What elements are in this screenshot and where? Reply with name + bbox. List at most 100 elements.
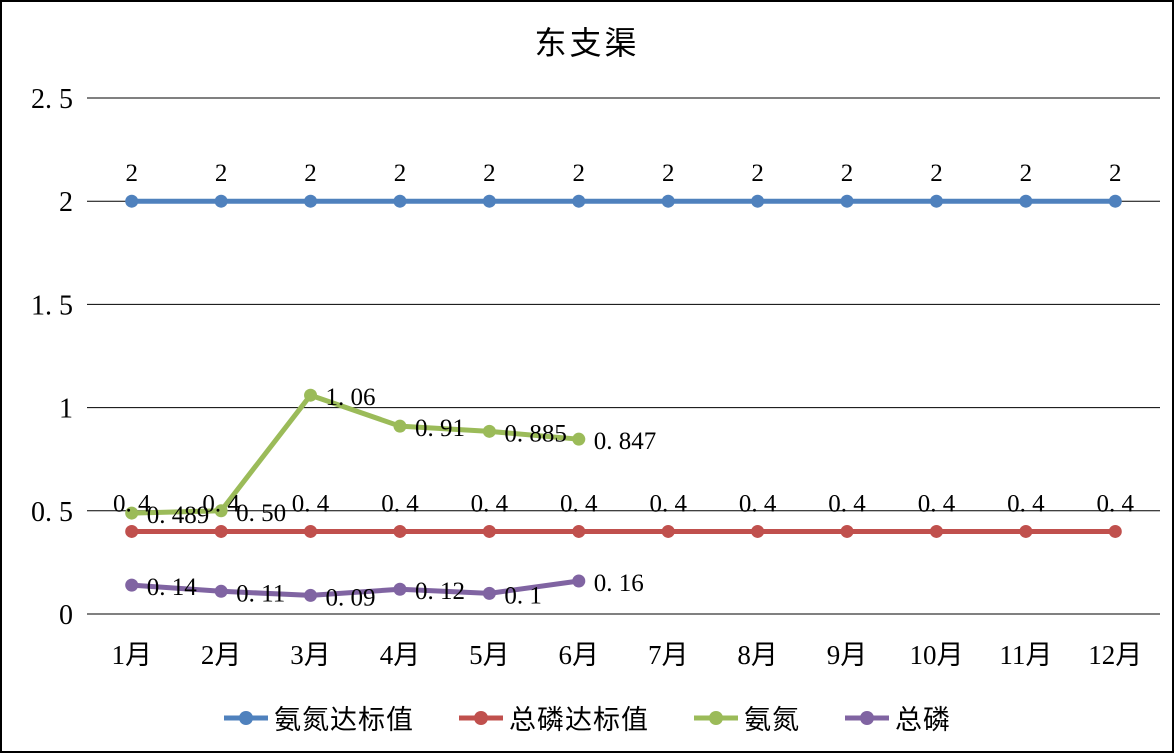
data-point-marker <box>572 194 586 208</box>
legend-dot <box>860 710 874 725</box>
data-point-marker <box>929 524 943 538</box>
data-label: 2 <box>930 160 943 187</box>
data-label: 2 <box>125 160 138 187</box>
data-label: 0. 4 <box>471 490 509 517</box>
x-axis-category-label: 3月 <box>290 640 331 670</box>
data-point-marker <box>304 194 318 208</box>
data-point-marker <box>214 504 228 518</box>
legend-item-2: 总磷达标值 <box>458 698 649 737</box>
data-point-marker <box>661 524 675 538</box>
data-point-marker <box>214 584 228 598</box>
y-axis-tick-label: 2. 5 <box>31 84 73 115</box>
data-point-marker <box>482 194 496 208</box>
data-label: 0. 847 <box>594 428 657 455</box>
data-label: 0. 11 <box>236 580 285 607</box>
series-line-3 <box>129 392 582 516</box>
data-label: 0. 91 <box>415 415 465 442</box>
x-axis-category-label: 8月 <box>737 640 778 670</box>
legend-label: 氨氮 <box>744 705 800 735</box>
data-label: 2 <box>304 160 317 187</box>
data-point-marker <box>304 524 318 538</box>
legend-dot <box>239 710 253 725</box>
data-point-marker <box>572 432 586 446</box>
data-label: 0. 4 <box>1097 490 1135 517</box>
data-label: 2 <box>841 160 854 187</box>
x-axis-category-label: 5月 <box>469 640 510 670</box>
y-axis-tick-label: 0. 5 <box>31 497 73 528</box>
y-axis-tick-label: 2 <box>59 187 73 218</box>
data-label: 2 <box>215 160 228 187</box>
data-point-marker <box>840 524 854 538</box>
data-label: 0. 4 <box>828 490 866 517</box>
data-point-marker <box>1108 194 1122 208</box>
x-axis-category-label: 10月 <box>909 640 963 670</box>
data-label: 0. 09 <box>326 584 376 611</box>
data-point-marker <box>125 578 139 592</box>
data-point-marker <box>482 424 496 438</box>
chart-title: 东支渠 <box>534 25 640 61</box>
data-point-marker <box>661 194 675 208</box>
data-label: 2 <box>1109 160 1122 187</box>
x-axis-category-label: 1月 <box>111 640 152 670</box>
data-label: 0. 4 <box>292 490 330 517</box>
x-axis-category-label: 9月 <box>827 640 868 670</box>
data-label: 0. 885 <box>504 420 567 447</box>
data-point-marker <box>393 419 407 433</box>
data-label: 0. 4 <box>381 490 419 517</box>
data-point-marker <box>751 524 765 538</box>
legend-marker-icon <box>694 710 738 725</box>
y-axis-tick-label: 0 <box>59 600 73 631</box>
data-label: 2 <box>1020 160 1033 187</box>
data-label: 2 <box>483 160 496 187</box>
x-axis-category-label: 12月 <box>1088 640 1142 670</box>
data-label: 0. 4 <box>202 490 240 517</box>
data-point-marker <box>1019 524 1033 538</box>
legend-marker-icon <box>224 710 268 725</box>
data-label: 0. 16 <box>594 570 644 597</box>
x-axis-category-label: 6月 <box>559 640 600 670</box>
data-label: 0. 4 <box>918 490 956 517</box>
data-point-marker <box>304 388 318 402</box>
data-point-marker <box>393 194 407 208</box>
data-point-marker <box>214 194 228 208</box>
legend-item-1: 氨氮达标值 <box>223 698 414 737</box>
legend-item-3: 氨氮 <box>693 698 800 737</box>
data-label: 0. 4 <box>649 490 687 517</box>
plot-area: 0 0. 5 1 1. 5 2 2. 5 1月 2月 3月 4月 5月 6月 7月 8月 9月 10月 11月 1… <box>31 84 1160 670</box>
data-point-marker <box>572 574 586 588</box>
legend-label: 总磷达标值 <box>509 705 649 735</box>
data-point-marker <box>393 524 407 538</box>
data-point-marker <box>125 506 139 520</box>
data-label: 0. 50 <box>236 500 286 527</box>
data-point-marker <box>840 194 854 208</box>
legend-dot <box>474 710 488 725</box>
legend-label: 总磷 <box>895 705 951 735</box>
legend-marker-icon <box>459 710 503 725</box>
legend-item-4: 总磷 <box>844 698 951 737</box>
data-point-marker <box>125 524 139 538</box>
data-point-marker <box>572 524 586 538</box>
x-axis-category-label: 11月 <box>999 640 1052 670</box>
data-label: 0. 12 <box>415 578 465 605</box>
legend-dot <box>709 710 723 725</box>
data-point-marker <box>393 582 407 596</box>
x-axis-category-label: 2月 <box>201 640 242 670</box>
data-point-marker <box>751 194 765 208</box>
data-label: 0. 1 <box>504 582 542 609</box>
data-point-marker <box>214 524 228 538</box>
data-label: 2 <box>573 160 586 187</box>
legend-label: 氨氮达标值 <box>274 705 414 735</box>
data-label: 0. 489 <box>147 502 210 529</box>
data-point-marker <box>929 194 943 208</box>
data-label: 0. 4 <box>113 490 151 517</box>
data-label: 1. 06 <box>326 384 376 411</box>
data-point-marker <box>482 586 496 600</box>
data-point-marker <box>125 194 139 208</box>
data-label: 2 <box>394 160 407 187</box>
y-axis-tick-label: 1 <box>59 394 73 425</box>
x-axis-category-label: 7月 <box>648 640 689 670</box>
data-label: 0. 4 <box>1007 490 1045 517</box>
data-label: 0. 4 <box>560 490 598 517</box>
data-point-marker <box>304 588 318 602</box>
